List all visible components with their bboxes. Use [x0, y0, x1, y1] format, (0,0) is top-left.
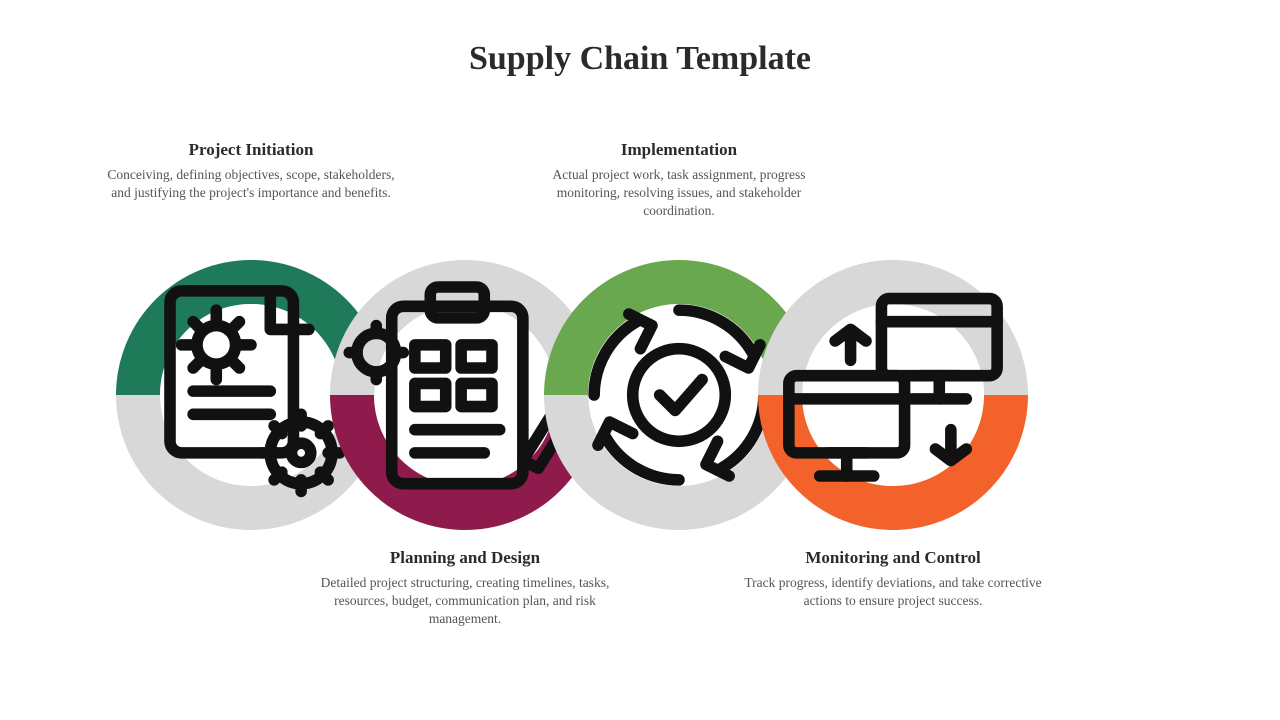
step-desc-planning: Planning and Design Detailed project stru… — [315, 548, 615, 629]
step-title: Project Initiation — [101, 140, 401, 160]
step-desc-implementation: Implementation Actual project work, task … — [529, 140, 829, 221]
step-desc-initiation: Project Initiation Conceiving, defining o… — [101, 140, 401, 202]
step-title: Planning and Design — [315, 548, 615, 568]
step-text: Detailed project structuring, creating t… — [315, 574, 615, 629]
step-title: Monitoring and Control — [743, 548, 1043, 568]
step-text: Conceiving, defining objectives, scope, … — [101, 166, 401, 202]
ring-row — [0, 260, 1280, 550]
monitors-compare-icon — [758, 260, 1028, 530]
page-title: Supply Chain Template — [0, 40, 1280, 78]
ring-monitoring — [758, 260, 1028, 530]
step-desc-monitoring: Monitoring and Control Track progress, id… — [743, 548, 1043, 610]
stage: Supply Chain Template — [0, 0, 1280, 720]
step-title: Implementation — [529, 140, 829, 160]
step-text: Track progress, identify deviations, and… — [743, 574, 1043, 610]
step-text: Actual project work, task assignment, pr… — [529, 166, 829, 221]
